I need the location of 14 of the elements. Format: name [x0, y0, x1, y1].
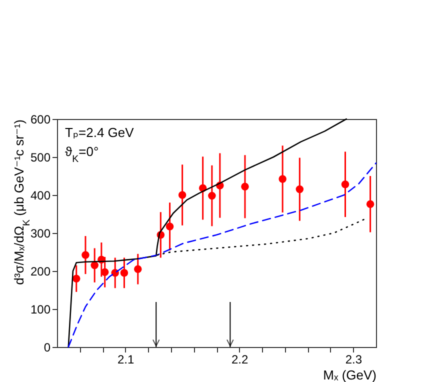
annotation: ϑ$_{K}$=0°: [65, 144, 99, 164]
annotation: Tₚ=2.4 GeV: [65, 125, 134, 140]
y-tick-label: 100: [30, 302, 51, 316]
x-tick-label: 2.3: [345, 352, 362, 366]
y-tick-label: 200: [30, 264, 51, 278]
y-tick-label: 500: [30, 150, 51, 164]
line-series: [68, 162, 377, 348]
y-tick-label: 600: [30, 112, 51, 126]
x-tick-label: 2.1: [118, 352, 135, 366]
x-axis-title: Mₓ (GeV): [323, 368, 376, 382]
x-tick-label: 2.2: [231, 352, 248, 366]
y-tick-label: 300: [30, 226, 51, 240]
y-tick-label: 0: [44, 340, 51, 354]
y-tick-label: 400: [30, 188, 51, 202]
